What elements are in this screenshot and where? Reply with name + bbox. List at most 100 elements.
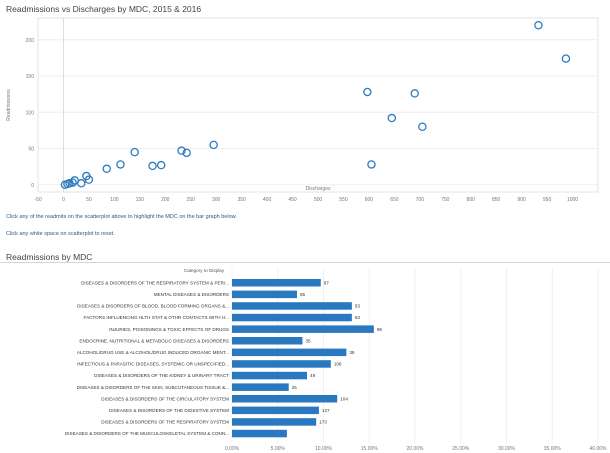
x-tick-label: 1000 [567,197,578,203]
scatter-point[interactable] [177,146,186,155]
bar[interactable] [232,360,331,368]
scatter-point[interactable] [387,113,397,123]
x-tick-label: 30.00% [498,446,516,452]
category-label[interactable]: DISEASES & DISORDERS OF THE SKIN, SUBCUT… [77,385,229,390]
bar[interactable] [232,313,352,322]
scatter-point[interactable] [182,148,191,158]
bar-value-label: 53 [355,315,361,320]
bar-value-label: 104 [340,396,348,401]
bar[interactable] [232,418,317,426]
x-tick-label: 650 [390,197,399,203]
bar[interactable] [232,395,338,403]
bar-value-label: 108 [334,362,342,367]
bar-value-label: 25 [292,385,298,390]
bar[interactable] [232,348,347,357]
x-tick-label: 950 [543,197,552,203]
y-tick-label: 100 [26,110,35,116]
x-tick-label: 900 [517,197,526,203]
scatter-point[interactable] [209,140,218,150]
category-label[interactable]: MENTAL DISEASES & DISORDERS [154,292,229,297]
x-tick-label: 800 [467,197,476,203]
x-tick-label: 300 [212,197,221,203]
category-header: Category to Display [184,268,225,273]
x-tick-label: 5.00% [271,446,286,452]
bar-value-label: 97 [324,280,330,285]
x-tick-label: 25.00% [452,446,470,452]
x-tick-label: 10.00% [315,446,333,452]
scatter-point[interactable] [534,20,543,30]
section-divider [0,262,610,263]
category-label[interactable]: DISEASES & DISORDERS OF THE CIRCULATORY … [101,396,229,401]
x-tick-label: 750 [441,197,450,203]
plot-area[interactable] [37,17,599,193]
category-label[interactable]: ALCOHOL/DRUG USE & ALCOHOL/DRUG INDUCED … [77,350,229,355]
scatter-point[interactable] [130,147,139,157]
scatter-point[interactable] [418,122,427,132]
scatter-point[interactable] [561,54,571,63]
scatter-point[interactable] [148,161,157,171]
y-tick-label: 0 [31,183,34,189]
bar-value-label: 127 [322,408,330,413]
x-tick-label: -50 [34,197,41,203]
bar[interactable] [232,279,321,287]
scatter-point[interactable] [77,179,86,188]
bar-chart-title: Readmissions by MDC [6,252,93,262]
x-tick-label: 50 [86,197,92,203]
bar-value-label: 35 [305,338,311,343]
scatter-point[interactable] [363,87,372,97]
x-tick-label: 40.00% [590,446,608,452]
x-tick-label: 600 [365,197,374,203]
y-tick-label: 150 [26,74,35,80]
category-label[interactable]: DISEASES & DISORDERS OF THE RESPIRATORY … [101,420,229,425]
bar[interactable] [232,325,374,333]
x-tick-label: 150 [136,197,145,203]
bar-value-label: 53 [355,304,361,309]
x-tick-label: 700 [416,197,425,203]
x-tick-label: 200 [161,197,170,203]
x-tick-label: 0 [62,197,65,203]
category-label[interactable]: ENDOCRINE, NUTRITIONAL & METABOLIC DISEA… [79,338,229,343]
scatter-chart[interactable]: 0 50 100 150 200 -50 0 50 100 150 200 250 300 350 400 4… [0,0,610,212]
x-tick-label: 100 [110,197,119,203]
bar-value-label: 173 [319,420,327,425]
scatter-point[interactable] [367,160,376,169]
x-tick-label: 550 [339,197,348,203]
category-label[interactable]: INJURIES, POISONINGS & TOXIC EFFECTS OF … [109,327,229,332]
x-tick-label: 350 [237,197,246,203]
x-axis-label: Discharges [305,186,331,192]
y-tick-label: 50 [28,147,34,153]
x-tick-label: 450 [288,197,297,203]
bar[interactable] [232,337,303,345]
scatter-point[interactable] [102,164,111,174]
category-label[interactable]: INFECTIOUS & PARASITIC DISEASES, SYSTEMI… [77,362,229,367]
bar[interactable] [232,290,297,299]
category-label[interactable]: DISEASES & DISORDERS OF THE MUSCULOSKELE… [65,431,229,436]
bar[interactable] [232,429,287,438]
category-label[interactable]: DISEASES & DISORDERS OF THE DIGESTIVE SY… [109,408,229,413]
scatter-point[interactable] [410,89,419,98]
bar-value-label: 55 [300,292,306,297]
x-tick-label: 400 [263,197,272,203]
category-label[interactable]: FACTORS INFLUENCING HLTH STAT & OTHR CON… [84,315,229,320]
bar[interactable] [232,383,289,391]
scatter-point[interactable] [116,160,125,169]
category-label[interactable]: DISEASES & DISORDERS OF THE KIDNEY & URI… [94,373,229,378]
x-tick-label: 850 [492,197,501,203]
scatter-point[interactable] [156,160,166,170]
category-label[interactable]: DISEASES & DISORDERS OF BLOOD, BLOOD FOR… [77,304,229,309]
bar-value-label: 39 [349,350,355,355]
scatter-point[interactable] [68,178,77,187]
category-label[interactable]: DISEASES & DISORDERS OF THE RESPIRATORY … [81,280,229,285]
bar[interactable] [232,406,319,415]
x-tick-label: 15.00% [361,446,379,452]
scatter-point[interactable] [84,175,94,184]
scatter-title: Readmissions vs Discharges by MDC, 2015 … [6,4,202,14]
x-tick-label: 0.00% [225,446,240,452]
bar[interactable] [232,371,308,380]
scatter-click-hint: Click any of the readmits on the scatter… [6,214,237,220]
bar[interactable] [232,302,352,310]
x-tick-label: 500 [314,197,323,203]
x-tick-label: 250 [187,197,196,203]
y-tick-label: 200 [26,38,35,44]
